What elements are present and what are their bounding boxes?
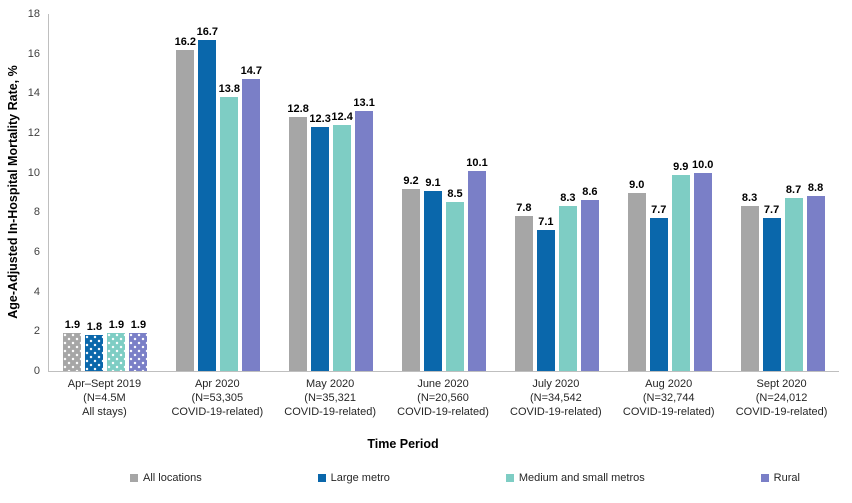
x-tick-label: May 2020 (N=35,321 COVID-19-related)	[284, 378, 376, 418]
bar: 13.1	[353, 97, 375, 371]
legend-label: Rural	[773, 472, 800, 484]
legend-swatch-icon	[505, 474, 514, 482]
x-axis-title: Time Period	[367, 437, 439, 451]
bar-value-label: 9.9	[673, 160, 689, 173]
bar-group: 9.0 7.7 9.9 10.0	[613, 14, 726, 371]
y-tick-label: 10	[27, 166, 40, 179]
legend-swatch-icon	[760, 474, 769, 482]
x-tick-label: July 2020 (N=34,542 COVID-19-related)	[510, 378, 602, 418]
bar-value-label: 8.7	[785, 184, 802, 197]
legend-item: Large metro	[317, 472, 390, 484]
bar: 12.8	[287, 103, 309, 371]
x-axis-labels: Apr–Sept 2019 (N=4.5M All stays) Apr 2020…	[48, 377, 838, 419]
bar-group: 9.2 9.1 8.5 10.1	[388, 14, 501, 371]
bar-value-label: 14.7	[240, 65, 262, 78]
bar: 7.8	[514, 202, 533, 371]
bar: 9.0	[627, 179, 646, 371]
bar-group: 1.9 1.8 1.9 1.9	[49, 14, 162, 371]
bar: 8.3	[740, 192, 759, 371]
bar-value-label: 8.5	[447, 188, 463, 201]
bar: 9.2	[402, 175, 420, 371]
bar: 12.4	[331, 111, 353, 371]
bar: 16.7	[197, 26, 218, 371]
bar: 9.9	[671, 161, 690, 371]
bar-value-label: 8.8	[807, 182, 824, 195]
bar-value-label: 1.8	[86, 321, 103, 334]
y-tick-label: 12	[27, 127, 40, 139]
bar-value-label: 7.8	[516, 202, 532, 215]
x-tick-label: Apr 2020 (N=53,305 COVID-19-related)	[171, 378, 264, 418]
y-tick-label: 18	[27, 8, 40, 20]
bar-value-label: 8.3	[560, 192, 576, 205]
bar-value-label: 1.9	[64, 319, 81, 332]
bar-value-label: 10.1	[466, 156, 488, 169]
bar-value-label: 13.8	[218, 83, 240, 96]
legend-item: Rural	[760, 472, 800, 484]
y-axis-title: Age-Adjusted In-Hospital Mortality Rate,…	[6, 65, 20, 319]
x-tick-label: June 2020 (N=20,560 COVID-19-related)	[397, 378, 489, 418]
bar-value-label: 1.9	[108, 319, 125, 332]
bar-group: 12.8 12.3 12.4 13.1	[275, 14, 388, 371]
legend-label: All locations	[143, 472, 202, 484]
plot-area: 1.9 1.8 1.9 1.9 16.2 16.7 13.8 14.7 12.8 12.3 12.4…	[48, 14, 839, 372]
bar: 10.1	[466, 157, 488, 371]
bar: 1.9	[63, 319, 82, 371]
y-tick-label: 0	[33, 365, 40, 377]
bar-group: 7.8 7.1 8.3 8.6	[500, 14, 613, 371]
legend-label: Large metro	[330, 472, 390, 484]
bar-value-label: 16.2	[174, 35, 196, 48]
bar-value-label: 8.6	[582, 186, 598, 199]
bar: 14.7	[241, 65, 262, 371]
x-tick-label: Sept 2020 (N=24,012 COVID-19-related)	[735, 378, 828, 418]
bar-value-label: 12.4	[331, 111, 353, 124]
bar-value-label: 9.1	[425, 176, 441, 189]
bar: 13.8	[219, 83, 240, 371]
bar: 12.3	[309, 113, 331, 371]
bar: 8.6	[580, 186, 599, 371]
legend-item: All locations	[130, 472, 202, 484]
bar-value-label: 1.9	[130, 319, 147, 332]
bar: 16.2	[175, 36, 196, 371]
legend: All locations Large metro Medium and small…	[130, 472, 800, 484]
legend-item: Medium and small metros	[505, 472, 645, 484]
bar-group: 8.3 7.7 8.7 8.8	[726, 14, 839, 371]
x-tick-label: Aug 2020 (N=32,744 COVID-19-related)	[622, 378, 715, 418]
bar: 8.3	[558, 192, 577, 371]
bar-value-label: 16.7	[196, 25, 218, 38]
bar-value-label: 9.0	[629, 178, 645, 191]
y-tick-label: 14	[27, 87, 40, 100]
x-tick-label: Apr–Sept 2019 (N=4.5M All stays)	[67, 378, 142, 418]
y-tick-label: 8	[33, 206, 40, 219]
bar: 9.1	[424, 177, 442, 371]
y-tick-label: 2	[33, 325, 40, 338]
legend-swatch-icon	[130, 474, 138, 482]
bar: 8.8	[806, 182, 825, 371]
bar: 7.1	[536, 216, 555, 371]
bar-value-label: 7.1	[538, 216, 554, 229]
bar-value-label: 9.2	[403, 174, 419, 187]
bar: 1.9	[107, 319, 126, 371]
bar-value-label: 13.1	[353, 97, 375, 110]
bar-value-label: 7.7	[651, 204, 667, 217]
legend-label: Medium and small metros	[518, 472, 645, 484]
bar: 8.7	[784, 184, 803, 371]
bar-value-label: 7.7	[763, 204, 780, 217]
bar-value-label: 10.0	[692, 158, 714, 171]
bar: 8.5	[446, 188, 464, 371]
bar: 1.9	[129, 319, 148, 371]
bar-value-label: 8.3	[741, 192, 758, 205]
bar: 10.0	[692, 159, 713, 371]
bar: 7.7	[649, 204, 668, 371]
legend-swatch-icon	[317, 474, 326, 482]
bar-group: 16.2 16.7 13.8 14.7	[162, 14, 275, 371]
y-tick-label: 6	[33, 246, 40, 258]
y-tick-label: 4	[33, 285, 40, 298]
y-tick-label: 16	[27, 47, 40, 60]
bar-value-label: 12.8	[287, 103, 309, 116]
bar: 1.8	[85, 321, 104, 371]
bar: 7.7	[762, 204, 781, 371]
bar-value-label: 12.3	[309, 113, 331, 126]
